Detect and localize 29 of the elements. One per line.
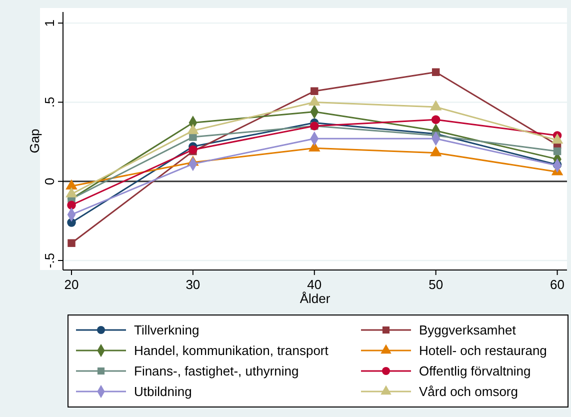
x-tick-label: 30 xyxy=(186,277,200,292)
point xyxy=(430,146,442,156)
y-axis-title: Gap xyxy=(27,128,42,154)
y-tick-label: 0 xyxy=(42,178,57,185)
point xyxy=(551,133,564,144)
legend-label: Offentlig förvaltning xyxy=(419,364,531,378)
legend-label: Handel, kommunikation, transport xyxy=(134,343,329,358)
x-tick-label: 60 xyxy=(550,277,565,292)
legend-label: Byggverksamhet xyxy=(419,322,516,338)
legend-label: Hotell- och restaurang xyxy=(419,343,547,358)
legend-label: Finans-, fastighet-, uthyrning xyxy=(134,364,299,378)
point xyxy=(66,179,78,190)
y-tick-label: -.5 xyxy=(42,252,57,268)
point xyxy=(68,239,76,247)
x-tick-label: 50 xyxy=(428,277,444,292)
legend-label: Tillverkning xyxy=(134,322,200,338)
x-tick-label: 20 xyxy=(64,277,79,292)
point xyxy=(431,115,440,124)
x-tick-label: 40 xyxy=(307,277,322,292)
point xyxy=(553,147,562,156)
y-tick-label: 1 xyxy=(42,19,57,27)
point xyxy=(432,68,440,76)
legend-label: Utbildning xyxy=(134,384,192,399)
point xyxy=(310,87,318,96)
point xyxy=(67,200,76,210)
legend-label: Vård och omsorg xyxy=(419,384,518,399)
point xyxy=(66,187,78,198)
x-axis-title: Ålder xyxy=(300,291,331,306)
y-tick-label: .5 xyxy=(42,96,57,108)
